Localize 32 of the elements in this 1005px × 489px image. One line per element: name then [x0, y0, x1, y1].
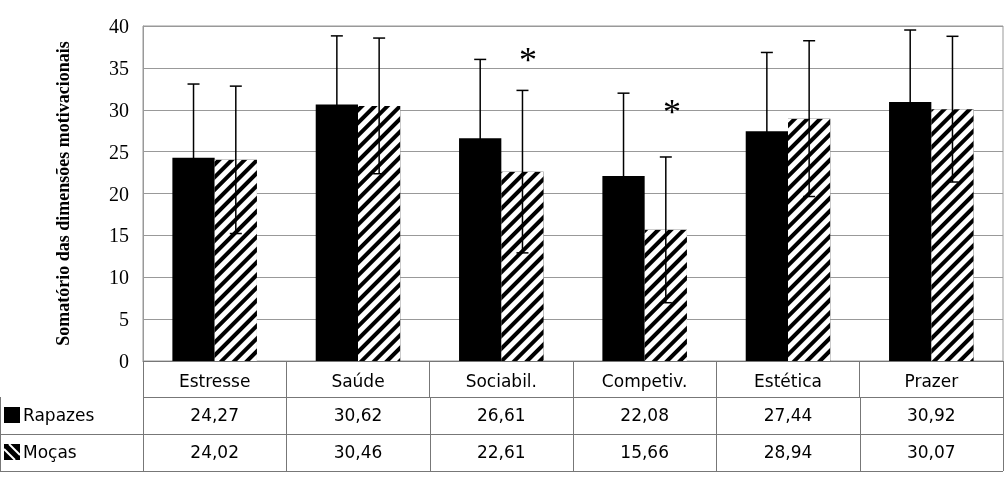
y-tick-label: 15	[109, 224, 129, 247]
data-label: 24,02	[189, 441, 240, 464]
y-tick-label: 40	[109, 15, 129, 37]
data-label: 28,94	[762, 441, 814, 464]
annotation: *	[519, 40, 537, 80]
x-tick-label: Saúde	[331, 370, 385, 391]
y-tick-label: 35	[109, 56, 129, 79]
annotation: *	[663, 92, 681, 132]
data-label: 27,44	[762, 404, 814, 427]
y-tick-label: 5	[119, 308, 129, 331]
y-tick-label: 10	[109, 266, 129, 289]
y-tick-label: 0	[119, 350, 129, 372]
legend-label: Rapazes	[23, 404, 95, 427]
data-label: 22,61	[476, 441, 527, 464]
x-tick-label: Competiv.	[601, 370, 688, 391]
x-tick-label: Sociabil.	[465, 370, 537, 391]
data-label: 22,08	[619, 404, 670, 427]
y-tick-label: 30	[109, 98, 129, 121]
data-label: 26,61	[476, 404, 527, 427]
x-tick-label: Estresse	[178, 370, 251, 391]
y-axis-title: Somatório das dimensões motivacionais	[52, 41, 73, 346]
y-tick-label: 20	[109, 182, 129, 205]
data-label: 24,27	[189, 404, 240, 427]
data-label: 30,62	[332, 404, 384, 427]
x-tick-label: Estética	[754, 370, 822, 391]
y-tick-label: 25	[109, 140, 129, 163]
legend-label: Moças	[23, 441, 77, 464]
x-tick-label: Prazer	[904, 370, 959, 391]
data-label: 15,66	[619, 441, 670, 464]
data-label: 30,92	[906, 404, 957, 427]
data-label: 30,46	[332, 441, 384, 464]
data-label: 30,07	[906, 441, 957, 464]
